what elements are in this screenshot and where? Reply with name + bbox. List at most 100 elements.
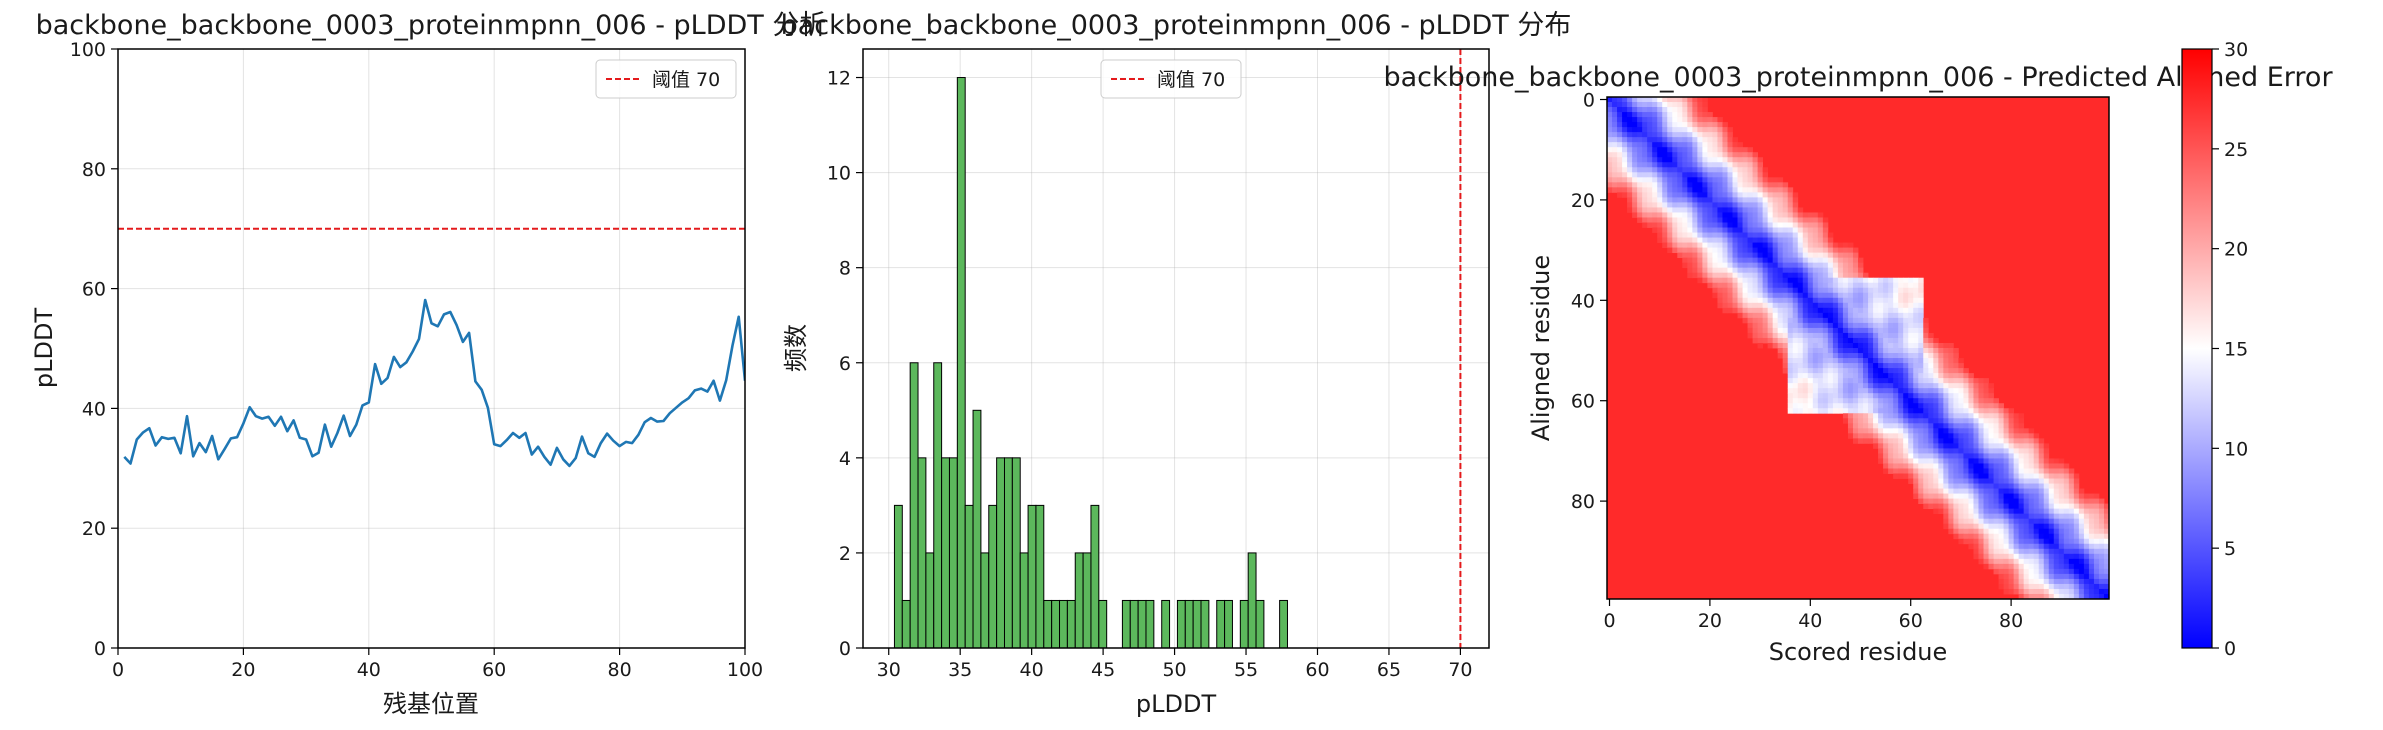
heatmap-cell xyxy=(1732,292,1738,299)
heatmap-cell xyxy=(1812,337,1819,344)
heatmap-cell xyxy=(1812,227,1819,233)
heatmap-cell xyxy=(2083,538,2090,545)
hist-x-tick-label: 45 xyxy=(1091,659,1115,681)
heatmap-cell xyxy=(1842,292,1849,299)
heatmap-cell xyxy=(2073,513,2080,520)
colorbar xyxy=(2181,48,2213,649)
heatmap-cell xyxy=(1973,518,1979,525)
heatmap-cell xyxy=(1878,327,1884,334)
heatmap-cell xyxy=(1837,363,1844,369)
heatmap-cell xyxy=(1612,187,1618,193)
heatmap-cell xyxy=(1888,307,1894,314)
heatmap-cell xyxy=(1883,322,1889,329)
heatmap-cell xyxy=(1858,428,1864,434)
heatmap-cell xyxy=(2093,533,2100,540)
heatmap-cell xyxy=(1832,277,1839,284)
heatmap-cell xyxy=(1847,398,1854,404)
heatmap-cell xyxy=(1642,172,1648,178)
heatmap-cell xyxy=(1722,237,1728,243)
heatmap-cell xyxy=(1757,232,1764,238)
heatmap-cell xyxy=(1757,162,1764,168)
heatmap-cell xyxy=(1687,112,1693,118)
heatmap-cell xyxy=(1822,393,1829,399)
heatmap-cell xyxy=(1827,312,1834,319)
heatmap-cell xyxy=(1707,262,1713,269)
heatmap-cell xyxy=(1607,122,1613,128)
heatmap-cell xyxy=(1752,262,1758,269)
heatmap-cell xyxy=(1787,378,1794,384)
hist-bar xyxy=(1184,599,1194,649)
heatmap-cell xyxy=(1717,292,1723,299)
heatmap-cell xyxy=(1802,327,1809,334)
heatmap-cell xyxy=(1883,297,1889,304)
heatmap-cell xyxy=(1973,438,1979,444)
heatmap-cell xyxy=(1842,408,1849,414)
heatmap-cell xyxy=(1792,202,1799,208)
heatmap-cell xyxy=(1612,177,1618,183)
colorbar-tick-label: 15 xyxy=(2224,339,2248,361)
heatmap-cell xyxy=(1627,117,1633,123)
heatmap-cell xyxy=(2063,483,2070,489)
heatmap-cell xyxy=(1777,192,1784,198)
heatmap-cell xyxy=(2018,583,2025,590)
heatmap-cell xyxy=(1918,277,1924,284)
heatmap-cell xyxy=(1727,167,1733,173)
heatmap-cell xyxy=(1888,453,1894,459)
heatmap-cell xyxy=(1672,177,1678,183)
heatmap-cell xyxy=(1842,373,1849,379)
heatmap-cell xyxy=(1827,267,1834,274)
heatmap-cell xyxy=(1652,192,1658,198)
heatmap-cell xyxy=(1687,162,1693,168)
heatmap-cell xyxy=(1662,122,1668,128)
heatmap-cell xyxy=(1712,287,1718,294)
heatmap-cell xyxy=(1847,348,1854,354)
heatmap-cell xyxy=(1908,423,1914,429)
heatmap-cell xyxy=(1787,247,1794,254)
heatmap-cell xyxy=(1692,262,1698,269)
heatmap-cell xyxy=(1988,488,1994,494)
heatmap-cell xyxy=(1993,478,1999,484)
heatmap-cell xyxy=(2033,438,2040,444)
heatmap-cell xyxy=(2073,473,2080,479)
colorbar-tick-label: 10 xyxy=(2224,438,2248,460)
heatmap-cell xyxy=(1807,337,1814,344)
heatmap-cell xyxy=(1707,267,1713,274)
heatmap-cell xyxy=(1682,142,1688,148)
heatmap-cell xyxy=(1682,207,1688,213)
heatmap-cell xyxy=(1797,222,1804,228)
heatmap-cell xyxy=(1777,202,1784,208)
heatmap-cell xyxy=(2083,523,2090,530)
heatmap-cell xyxy=(1933,503,1939,510)
heatmap-cell xyxy=(1988,513,1994,520)
heatmap-cell xyxy=(2098,528,2105,535)
heatmap-x-tick-label: 20 xyxy=(1698,610,1722,632)
heatmap-cell xyxy=(2028,568,2035,575)
heatmap-cell xyxy=(1998,533,2004,540)
heatmap-cell xyxy=(2028,453,2035,459)
heatmap-cell xyxy=(2023,538,2030,545)
heatmap-cell xyxy=(1717,252,1723,259)
heatmap-cell xyxy=(2103,558,2110,565)
heatmap-cell xyxy=(1908,433,1914,439)
heatmap-chart-title: backbone_backbone_0003_proteinmpnn_006 -… xyxy=(1383,62,2333,93)
heatmap-cell xyxy=(1817,312,1824,319)
heatmap-cell xyxy=(1777,332,1784,339)
heatmap-cell xyxy=(1953,368,1959,374)
heatmap-cell xyxy=(2013,533,2020,540)
heatmap-cell xyxy=(2008,553,2015,560)
heatmap-cell xyxy=(1988,383,1994,389)
heatmap-y-tick-label: 80 xyxy=(1571,491,1595,513)
heatmap-cell xyxy=(1978,533,1984,540)
heatmap-cell xyxy=(1682,177,1688,183)
heatmap-cell xyxy=(1893,282,1899,289)
heatmap-cell xyxy=(1993,408,1999,414)
hist-x-tick-label: 60 xyxy=(1305,659,1329,681)
heatmap-cell xyxy=(1953,528,1959,535)
heatmap-cell xyxy=(2103,548,2110,555)
heatmap-cell xyxy=(1802,227,1809,233)
heatmap-cell xyxy=(1923,418,1929,424)
heatmap-cell xyxy=(2088,523,2095,530)
heatmap-cell xyxy=(2028,518,2035,525)
heatmap-cell xyxy=(1692,177,1698,183)
heatmap-cell xyxy=(1873,363,1879,369)
